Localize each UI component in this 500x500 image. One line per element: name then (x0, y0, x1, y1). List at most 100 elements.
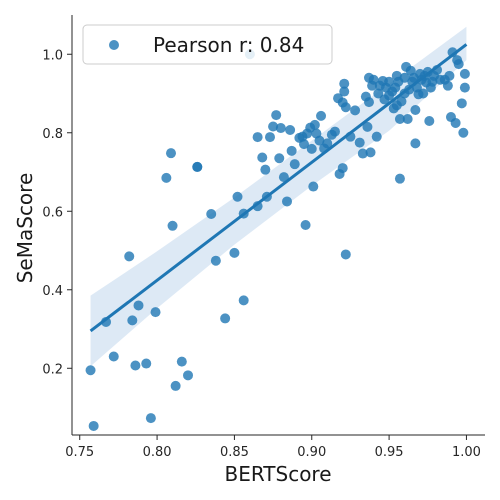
scatter-point (268, 121, 279, 132)
scatter-point (130, 360, 141, 371)
scatter-point (339, 86, 350, 97)
scatter-point (261, 191, 272, 202)
scatter-point (145, 413, 156, 424)
scatter-point (285, 125, 296, 136)
y-tick-label: 1.0 (42, 48, 63, 63)
scatter-point (418, 88, 429, 99)
scatter-point (362, 121, 373, 132)
scatter-point (314, 135, 325, 146)
scatter-point (165, 148, 176, 159)
scatter-point (167, 220, 178, 231)
scatter-point (252, 201, 263, 212)
scatter-point (264, 132, 275, 143)
scatter-point (368, 74, 379, 85)
legend-marker (109, 40, 119, 50)
scatter-point (220, 313, 231, 324)
legend-box (82, 24, 333, 65)
scatter-point (394, 114, 405, 125)
x-tick-label: 0.85 (220, 445, 249, 460)
scatter-point (232, 191, 243, 202)
axes-layer (71, 15, 485, 436)
scatter-point (363, 97, 374, 108)
scatter-point (444, 70, 455, 81)
scatter-point (170, 380, 181, 391)
scatter-point (229, 247, 240, 258)
scatter-point (252, 132, 263, 143)
y-tick-label: 0.6 (42, 205, 63, 220)
y-tick-label: 0.8 (42, 127, 63, 142)
scatter-point (275, 123, 286, 134)
scatter-point (299, 139, 310, 150)
scatter-point (373, 88, 384, 99)
scatter-point (365, 147, 376, 158)
scatter-point (161, 172, 172, 183)
scatter-point (453, 59, 464, 70)
y-axis-label: SeMaScore (13, 173, 37, 284)
legend: Pearson r: 0.84 (82, 24, 333, 65)
scatter-point (459, 82, 470, 93)
x-axis-label: BERTScore (224, 462, 331, 486)
scatter-points-layer (85, 47, 470, 431)
scatter-point (206, 209, 217, 220)
scatter-point (322, 138, 333, 149)
scatter-point (257, 152, 268, 163)
scatter-point (85, 365, 96, 376)
scatter-point (133, 300, 144, 311)
x-tick-label: 0.95 (375, 445, 404, 460)
x-tick-label: 0.80 (143, 445, 172, 460)
scatter-point (210, 255, 221, 266)
y-tick-label: 0.2 (42, 362, 63, 377)
scatter-point (124, 251, 135, 262)
scatter-point (384, 76, 395, 87)
scatter-point (88, 420, 99, 431)
scatter-point (354, 137, 365, 148)
confidence-band-layer (90, 26, 467, 367)
scatter-point (278, 172, 289, 183)
legend-label: Pearson r: 0.84 (153, 33, 304, 57)
scatter-point (450, 117, 461, 128)
scatter-point (404, 84, 415, 95)
scatter-point (442, 80, 453, 91)
scatter-point (340, 102, 351, 113)
scatter-point (432, 64, 443, 75)
scatter-point (329, 126, 340, 137)
scatter-point (340, 249, 351, 260)
scatter-point (357, 148, 368, 159)
x-tick-label: 0.75 (65, 445, 94, 460)
scatter-point (101, 316, 112, 327)
scatter-point (410, 104, 421, 115)
scatter-point (308, 181, 319, 192)
scatter-point (289, 159, 300, 170)
confidence-band (90, 26, 467, 367)
scatter-point (238, 208, 249, 219)
scatter-point (108, 351, 119, 362)
scatter-point (271, 110, 282, 121)
scatter-point (402, 114, 413, 125)
scatter-point (396, 96, 407, 107)
scatter-point (350, 105, 361, 116)
scatter-point (309, 119, 320, 130)
scatter-point (127, 315, 138, 326)
scatter-point (339, 78, 350, 89)
scatter-point (456, 98, 467, 109)
scatter-point (337, 163, 348, 174)
scatter-point (274, 153, 285, 164)
scatter-point (394, 173, 405, 184)
scatter-point (410, 138, 421, 149)
scatter-point (183, 370, 194, 381)
scatter-point (238, 295, 249, 306)
ticks-layer: 0.75 0.80 0.85 0.90 0.95 1.00 0.2 0.4 0.6 0.8 1.0 (42, 48, 481, 460)
scatter-point (316, 110, 327, 121)
scatter-point (447, 47, 458, 58)
scatter-point (306, 143, 317, 154)
scatter-point (458, 127, 469, 138)
scatter-point (192, 161, 203, 172)
scatter-point (176, 356, 187, 367)
scatter-point (286, 145, 297, 156)
x-tick-label: 1.00 (452, 445, 481, 460)
scatter-point (150, 307, 161, 318)
scatter-point (260, 164, 271, 175)
scatter-point (300, 220, 311, 230)
y-tick-label: 0.4 (42, 284, 63, 299)
